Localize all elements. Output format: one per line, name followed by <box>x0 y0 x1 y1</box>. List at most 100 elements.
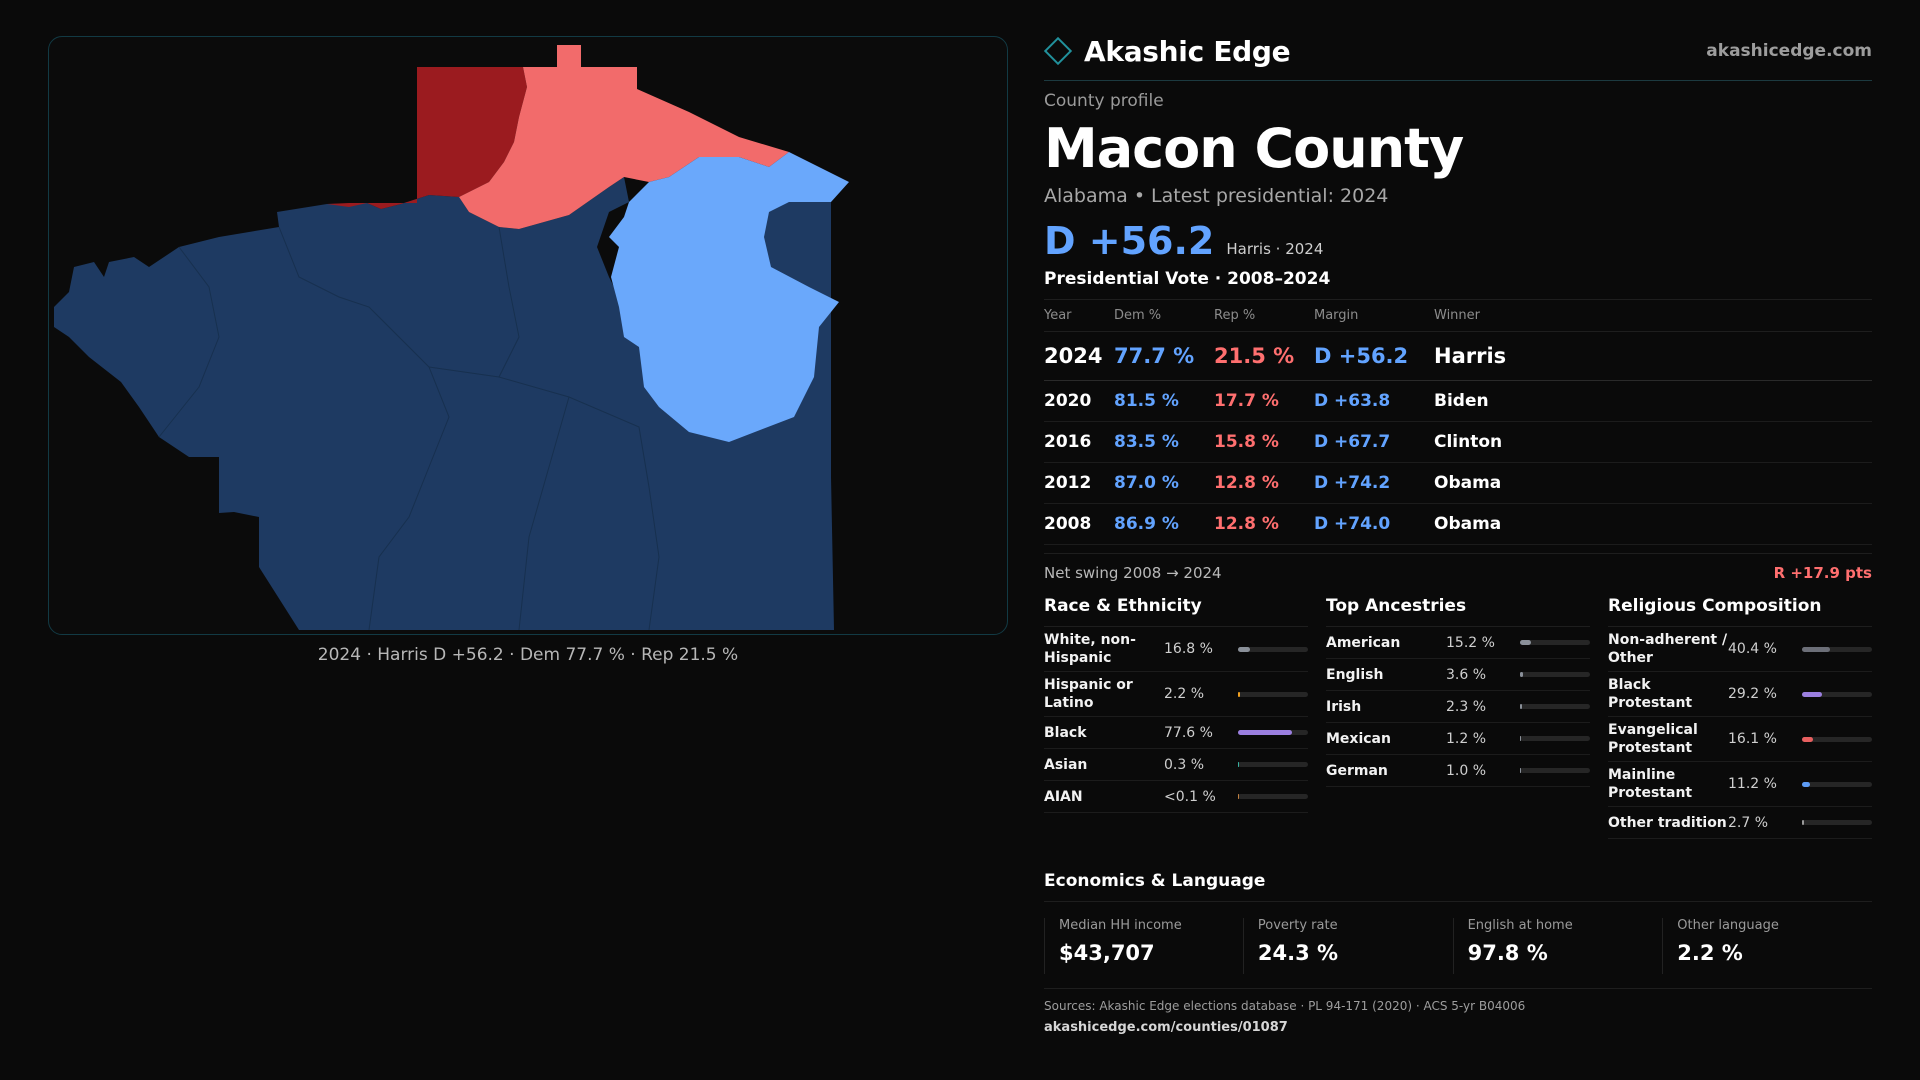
item-value: 40.4 % <box>1728 641 1777 657</box>
item-value: 1.2 % <box>1446 730 1487 747</box>
share-bar-fill <box>1802 820 1804 825</box>
item-value: 29.2 % <box>1728 686 1777 702</box>
page-subtitle: Alabama • Latest presidential: 2024 <box>1044 185 1389 207</box>
table-row[interactable]: 2020 81.5 % 17.7 % D +63.8 Biden <box>1044 380 1872 422</box>
brand-name: Akashic Edge <box>1084 34 1291 68</box>
share-bar <box>1802 781 1872 787</box>
ancestry-title: Top Ancestries <box>1326 596 1590 627</box>
share-bar <box>1238 646 1308 652</box>
list-item: Hispanic or Latino 2.2 % <box>1044 672 1308 717</box>
margin-cell: D +74.0 <box>1314 503 1434 545</box>
share-bar <box>1520 768 1590 773</box>
year-cell: 2016 <box>1044 421 1114 463</box>
list-item: Asian 0.3 % <box>1044 749 1308 781</box>
year-cell: 2020 <box>1044 380 1114 422</box>
county-profile-panel: Akashic Edge akashicedge.com County prof… <box>1043 30 1872 1035</box>
share-bar-fill <box>1520 768 1521 773</box>
table-row[interactable]: 2024 77.7 % 21.5 % D +56.2 Harris <box>1044 331 1872 381</box>
results-table: Year Dem % Rep % Margin Winner 2024 77.7… <box>1044 299 1872 545</box>
year-cell: 2008 <box>1044 503 1114 545</box>
county-map[interactable] <box>48 36 1008 635</box>
race-title: Race & Ethnicity <box>1044 596 1308 627</box>
precinct-borders <box>158 226 660 631</box>
year-cell: 2024 <box>1044 331 1114 381</box>
item-label: Irish <box>1326 698 1362 715</box>
item-label: Asian <box>1044 756 1088 773</box>
share-bar <box>1238 691 1308 697</box>
precinct-rep-strong[interactable] <box>327 67 527 209</box>
stat-value: 97.8 % <box>1467 941 1548 965</box>
net-swing-value: R +17.9 pts <box>1773 564 1872 582</box>
item-value: 2.2 % <box>1164 686 1205 702</box>
share-bar-fill <box>1802 646 1831 652</box>
share-bar-fill <box>1802 691 1823 697</box>
headline-margin: D +56.2 <box>1044 219 1215 263</box>
table-row[interactable]: 2012 87.0 % 12.8 % D +74.2 Obama <box>1044 462 1872 504</box>
item-value: 16.1 % <box>1728 731 1777 747</box>
list-item: Black Protestant 29.2 % <box>1608 672 1872 717</box>
dem-cell: 83.5 % <box>1114 421 1214 463</box>
item-value: 77.6 % <box>1164 724 1213 741</box>
share-bar <box>1802 691 1872 697</box>
rep-cell: 12.8 % <box>1214 503 1314 545</box>
margin-cell: D +74.2 <box>1314 462 1434 504</box>
net-swing: Net swing 2008 → 2024 R +17.9 pts <box>1044 553 1872 582</box>
stat-label: Median HH income <box>1059 918 1182 933</box>
item-label: German <box>1326 762 1388 779</box>
stat-value: 24.3 % <box>1257 941 1339 965</box>
list-item: Non-adherent / Other 40.4 % <box>1608 627 1872 672</box>
stat-card: English at home 97.8 % <box>1452 918 1663 974</box>
rep-cell: 21.5 % <box>1214 331 1314 381</box>
ancestry-section: Top Ancestries American 15.2 % English 3… <box>1326 596 1590 839</box>
share-bar <box>1238 730 1308 735</box>
list-item: Black 77.6 % <box>1044 717 1308 749</box>
headline-winner: Harris · 2024 <box>1226 240 1324 258</box>
share-bar <box>1238 762 1308 767</box>
vote-section-title: Presidential Vote · 2008–2024 <box>1044 269 1331 289</box>
margin-cell: D +67.7 <box>1314 421 1434 463</box>
item-value: 16.8 % <box>1164 641 1213 657</box>
header-divider <box>1044 80 1872 81</box>
brand-url-link[interactable]: akashicedge.com <box>1706 41 1872 61</box>
economics-title: Economics & Language <box>1044 871 1872 902</box>
winner-cell: Clinton <box>1434 421 1872 463</box>
stat-label: Poverty rate <box>1257 918 1338 933</box>
demographics-columns: Race & Ethnicity White, non-Hispanic 16.… <box>1044 596 1872 839</box>
item-value: 3.6 % <box>1446 666 1487 683</box>
share-bar-fill <box>1802 736 1814 742</box>
list-item: White, non-Hispanic 16.8 % <box>1044 627 1308 672</box>
share-bar <box>1802 646 1872 652</box>
dem-cell: 86.9 % <box>1114 503 1214 545</box>
item-label: Non-adherent / Other <box>1608 632 1728 666</box>
list-item: Mexican 1.2 % <box>1326 723 1590 755</box>
item-label: American <box>1326 634 1401 651</box>
precinct-dem-light[interactable] <box>609 152 849 442</box>
economics-stats: Median HH income $43,707 Poverty rate 24… <box>1044 918 1872 974</box>
winner-cell: Biden <box>1434 380 1872 422</box>
share-bar-fill <box>1520 736 1521 741</box>
map-caption: 2024 · Harris D +56.2 · Dem 77.7 % · Rep… <box>317 645 739 665</box>
precinct-map[interactable] <box>49 37 1008 635</box>
list-item: Mainline Protestant 11.2 % <box>1608 762 1872 807</box>
dem-cell: 77.7 % <box>1114 331 1214 381</box>
dem-cell: 87.0 % <box>1114 462 1214 504</box>
share-bar-fill <box>1520 672 1523 677</box>
col-year: Year <box>1044 299 1114 332</box>
item-label: White, non-Hispanic <box>1044 632 1136 666</box>
share-bar <box>1238 794 1308 799</box>
share-bar <box>1802 820 1872 825</box>
precinct-rep-light[interactable] <box>459 45 789 229</box>
page-title: Macon County <box>1044 117 1464 180</box>
rep-cell: 15.8 % <box>1214 421 1314 463</box>
sources-url-link[interactable]: akashicedge.com/counties/01087 <box>1044 1020 1288 1035</box>
item-label: Black <box>1044 724 1087 741</box>
table-row[interactable]: 2016 83.5 % 15.8 % D +67.7 Clinton <box>1044 421 1872 463</box>
race-section: Race & Ethnicity White, non-Hispanic 16.… <box>1044 596 1308 839</box>
col-rep: Rep % <box>1214 299 1314 332</box>
share-bar-fill <box>1802 781 1810 787</box>
winner-cell: Obama <box>1434 503 1872 545</box>
table-row[interactable]: 2008 86.9 % 12.8 % D +74.0 Obama <box>1044 503 1872 545</box>
item-label: Evangelical Protestant <box>1608 722 1698 756</box>
col-winner: Winner <box>1434 299 1872 332</box>
brand[interactable]: Akashic Edge <box>1043 34 1291 68</box>
